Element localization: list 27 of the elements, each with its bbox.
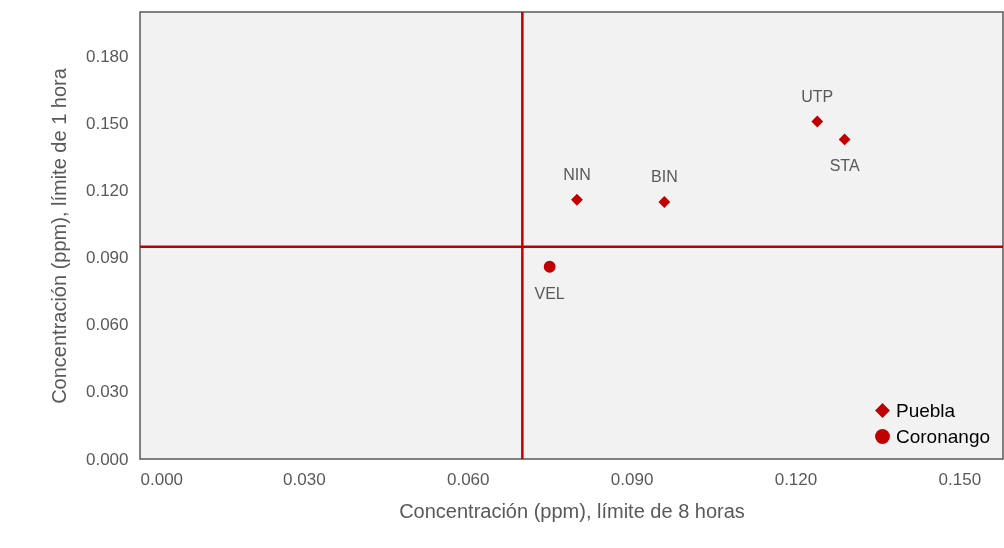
y-tick-label: 0.180 xyxy=(85,47,129,67)
y-axis-title: Concentración (ppm), límite de 1 hora xyxy=(47,67,70,404)
point xyxy=(811,115,824,128)
y-tick-label: 0.090 xyxy=(85,248,129,268)
x-tick-label: 0.060 xyxy=(446,469,490,489)
point xyxy=(543,260,556,273)
x-axis-title: Concentración (ppm), límite de 8 horas xyxy=(399,499,745,522)
x-tick-label: 0.090 xyxy=(610,469,654,489)
annotation: STA xyxy=(829,157,860,175)
annotation: BIN xyxy=(651,167,678,185)
point xyxy=(838,133,851,146)
point xyxy=(571,193,583,206)
y-tick-label: 0.120 xyxy=(85,181,129,201)
annotation: NIN xyxy=(563,165,591,183)
legend-label: Puebla xyxy=(896,399,956,421)
y-tick-label: 0.030 xyxy=(85,382,129,402)
x-tick-label: 0.150 xyxy=(938,469,982,489)
y-tick-label: 0.060 xyxy=(85,315,129,335)
y-tick-label: 0.000 xyxy=(85,449,129,469)
point xyxy=(658,196,671,208)
annotation: UTP xyxy=(801,87,834,105)
x-tick-label: 0.120 xyxy=(774,469,818,489)
x-tick-label: 0.000 xyxy=(140,469,184,489)
annotation: VEL xyxy=(534,284,565,302)
legend-label: Coronango xyxy=(896,425,991,447)
y-tick-label: 0.150 xyxy=(85,114,129,134)
x-tick-label: 0.030 xyxy=(283,469,326,489)
